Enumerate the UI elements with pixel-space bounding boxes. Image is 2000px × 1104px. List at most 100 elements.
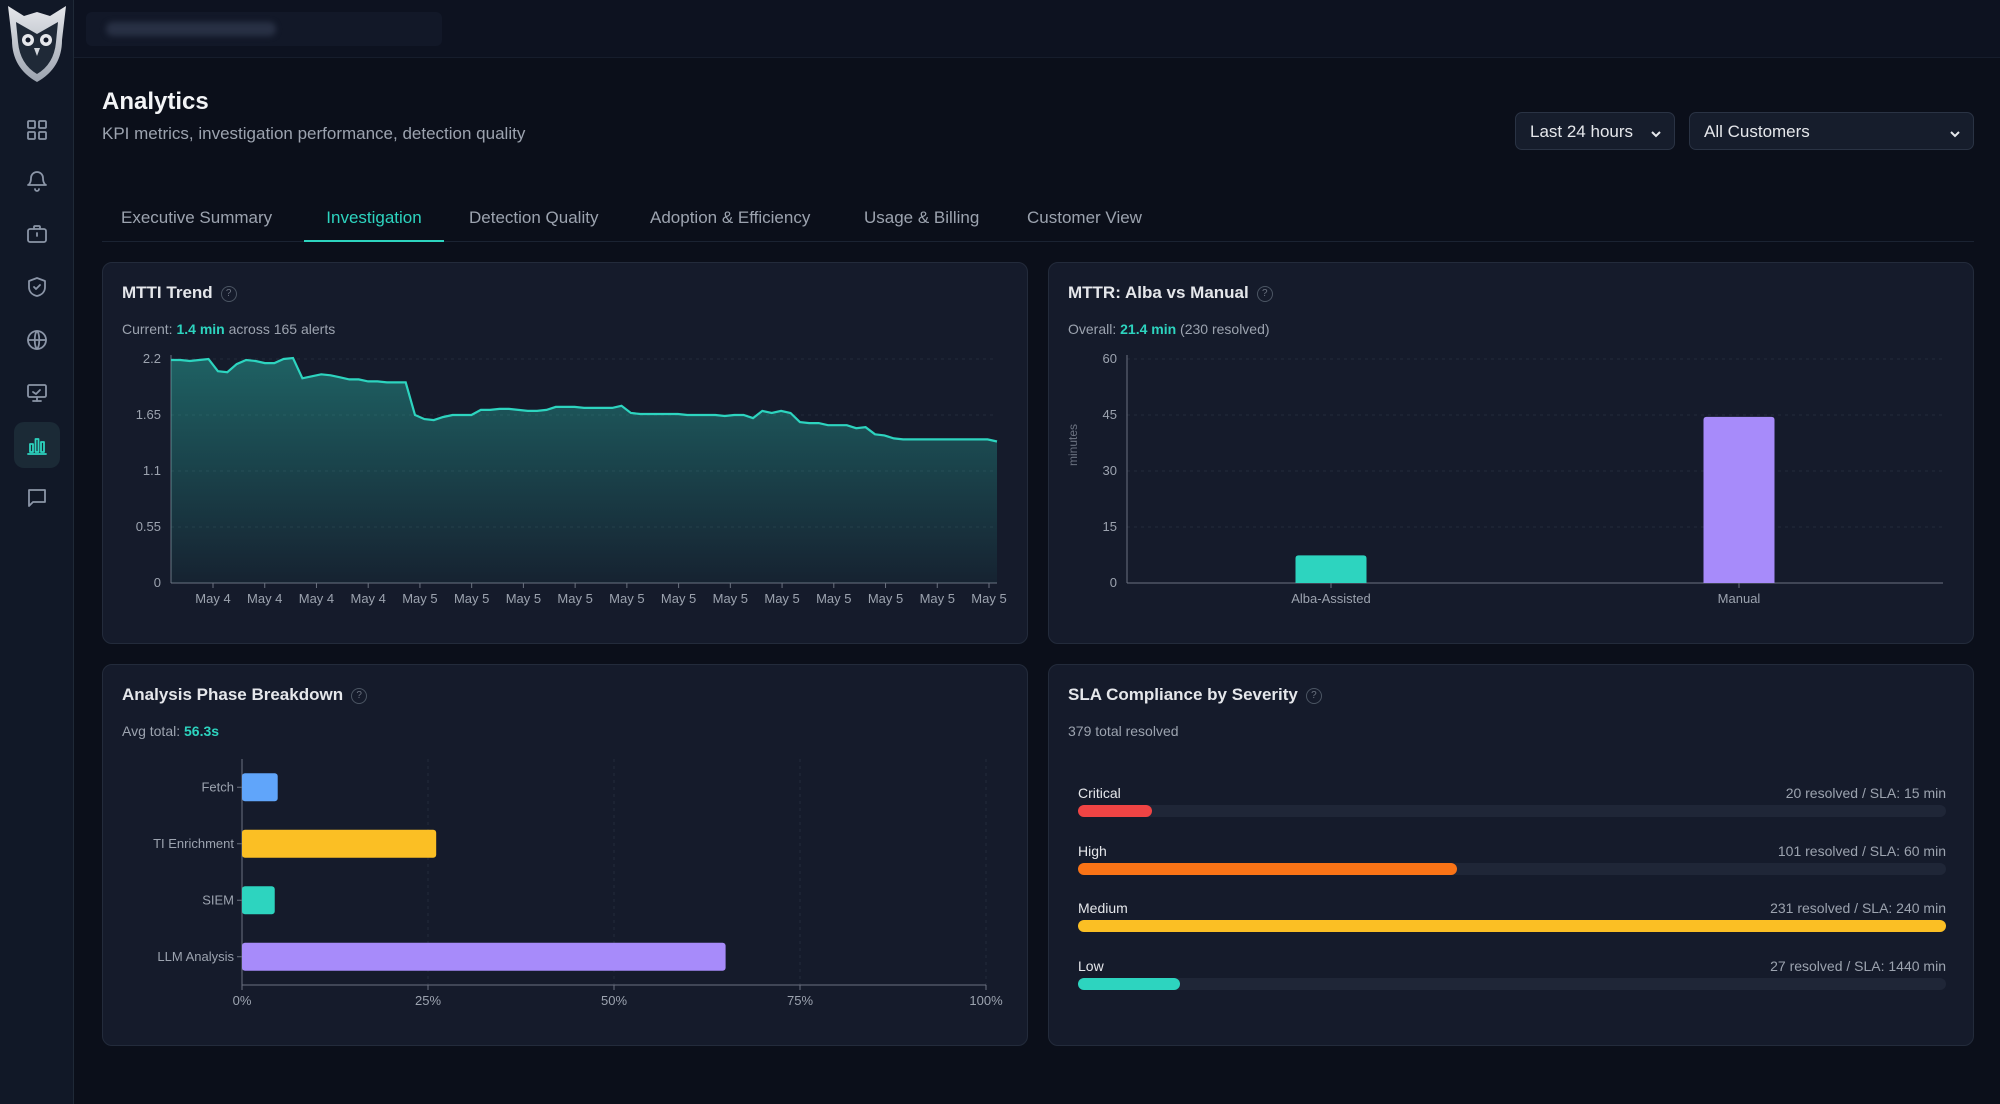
sla-fill-bar <box>1078 920 1946 932</box>
nav-detections[interactable] <box>14 264 60 310</box>
mttr-overall-value: 21.4 min <box>1120 321 1177 337</box>
sla-info: 20 resolved / SLA: 15 min <box>1785 785 1946 801</box>
y-tick-label: 0 <box>1110 575 1117 590</box>
mttr-overall-suffix: (230 resolved) <box>1180 321 1270 337</box>
y-tick-label: 30 <box>1103 463 1117 478</box>
sla-info: 101 resolved / SLA: 60 min <box>1777 843 1946 859</box>
breadcrumb[interactable] <box>86 12 442 46</box>
tab-usage-billing[interactable]: Usage & Billing <box>864 208 980 227</box>
sla-track <box>1078 805 1946 817</box>
x-tick-label: May 5 <box>971 591 1006 606</box>
tab-bar: Executive Summary Investigation Detectio… <box>102 200 1974 242</box>
sla-fill-bar <box>1078 978 1180 990</box>
x-tick-label: May 5 <box>454 591 489 606</box>
help-icon[interactable]: ? <box>1305 688 1322 704</box>
panel-title: MTTR: Alba vs Manual? <box>1068 283 1273 303</box>
panel-title: MTTI Trend? <box>122 283 237 303</box>
y-axis-label: minutes <box>1066 424 1080 466</box>
sla-total: 379 total resolved <box>1068 723 1179 739</box>
owl-logo-icon[interactable] <box>4 0 70 86</box>
phase-avg: Avg total: 56.3s <box>122 723 219 739</box>
page-title: Analytics <box>102 88 209 115</box>
tab-customer-view[interactable]: Customer View <box>1027 208 1142 227</box>
sla-track <box>1078 920 1946 932</box>
x-tick-label: May 5 <box>557 591 592 606</box>
y-tick-label: 0.55 <box>136 519 161 534</box>
sla-info: 231 resolved / SLA: 240 min <box>1770 900 1946 916</box>
mttr-bar-chart: 0 15 30 45 60 minutes Alba-Assisted Manual <box>1066 351 1943 606</box>
mttr-panel: MTTR: Alba vs Manual? Overall: 21.4 min … <box>1048 262 1974 644</box>
mttr-overall-label: Overall: <box>1068 321 1117 337</box>
nav-chat[interactable] <box>14 475 60 521</box>
bar-manual[interactable] <box>1703 416 1775 583</box>
help-icon[interactable]: ? <box>351 688 368 704</box>
y-tick-label: TI Enrichment <box>153 836 234 851</box>
sla-fill-bar <box>1078 805 1152 817</box>
nav-analytics[interactable] <box>14 422 60 468</box>
sidebar <box>0 0 74 1104</box>
phase-avg-label: Avg total: <box>122 723 181 739</box>
sla-severity: Critical <box>1078 785 1121 801</box>
phase-breakdown-panel: Analysis Phase Breakdown? Avg total: 56.… <box>102 664 1028 1046</box>
tab-investigation[interactable]: Investigation <box>304 208 444 242</box>
x-tick-label: May 5 <box>764 591 799 606</box>
sla-fill-bar <box>1078 863 1458 875</box>
x-tick-label: May 4 <box>350 591 385 606</box>
y-tick-label: 60 <box>1103 351 1117 366</box>
tab-executive-summary[interactable]: Executive Summary <box>121 208 273 227</box>
nav-monitoring[interactable] <box>14 370 60 416</box>
mtti-current-label: Current: <box>122 321 173 337</box>
x-tick-label: Manual <box>1718 591 1761 606</box>
bar-siem[interactable] <box>242 886 275 915</box>
nav-alerts[interactable] <box>14 158 60 204</box>
mtti-current: Current: 1.4 min across 165 alerts <box>122 321 335 337</box>
nav-cases[interactable] <box>14 211 60 257</box>
mtti-current-value: 1.4 min <box>176 321 225 337</box>
nav-dashboard[interactable] <box>14 107 60 153</box>
nav-network[interactable] <box>14 317 60 363</box>
time-range-select[interactable]: Last 24 hours <box>1515 112 1675 150</box>
bar-ti-enrichment[interactable] <box>242 829 437 858</box>
y-tick-label: 1.65 <box>136 407 161 422</box>
x-tick-label: 50% <box>601 993 627 1008</box>
mtti-line <box>171 356 998 443</box>
tab-adoption-efficiency[interactable]: Adoption & Efficiency <box>650 208 811 227</box>
customer-value: All Customers <box>1704 122 1810 141</box>
message-icon <box>28 489 46 507</box>
x-tick-label: May 5 <box>816 591 851 606</box>
sla-row-high: High 101 resolved / SLA: 60 min <box>1078 843 1946 883</box>
panel-title: Analysis Phase Breakdown? <box>122 685 368 705</box>
help-icon[interactable]: ? <box>1256 286 1273 302</box>
mttr-overall: Overall: 21.4 min (230 resolved) <box>1068 321 1270 337</box>
bar-chart-icon <box>27 438 47 455</box>
y-tick-label: 45 <box>1103 407 1117 422</box>
mtti-area-chart: 0 0.55 1.1 1.65 2.2 May 4 May 4 May 4 May 4 May 5… <box>136 351 1007 606</box>
x-tick-label: 25% <box>415 993 441 1008</box>
help-icon[interactable]: ? <box>220 286 237 302</box>
y-tick-label: SIEM <box>202 892 234 907</box>
sla-track <box>1078 863 1946 875</box>
chevron-down-icon <box>1949 125 1961 138</box>
tab-detection-quality[interactable]: Detection Quality <box>469 208 599 227</box>
x-tick-label: May 4 <box>247 591 282 606</box>
x-tick-label: May 5 <box>402 591 437 606</box>
bar-llm-analysis[interactable] <box>242 942 726 971</box>
sla-title: SLA Compliance by Severity <box>1068 685 1298 704</box>
grid-icon <box>27 120 47 140</box>
sla-severity: High <box>1078 843 1107 859</box>
x-tick-label: May 4 <box>195 591 230 606</box>
bar-fetch[interactable] <box>242 773 278 802</box>
phase-avg-value: 56.3s <box>184 723 220 739</box>
mtti-current-suffix: across 165 alerts <box>228 321 336 337</box>
customer-select[interactable]: All Customers <box>1689 112 1974 150</box>
x-tick-label: May 5 <box>920 591 955 606</box>
time-range-value: Last 24 hours <box>1530 122 1634 141</box>
bar-alba-assisted[interactable] <box>1295 555 1367 583</box>
y-tick-label: 2.2 <box>143 351 161 366</box>
sla-row-medium: Medium 231 resolved / SLA: 240 min <box>1078 900 1946 940</box>
sla-panel: SLA Compliance by Severity? 379 total re… <box>1048 664 1974 1046</box>
y-tick-label: 15 <box>1103 519 1117 534</box>
sla-severity: Low <box>1078 958 1104 974</box>
y-tick-label: LLM Analysis <box>157 949 234 964</box>
sla-row-low: Low 27 resolved / SLA: 1440 min <box>1078 958 1946 998</box>
